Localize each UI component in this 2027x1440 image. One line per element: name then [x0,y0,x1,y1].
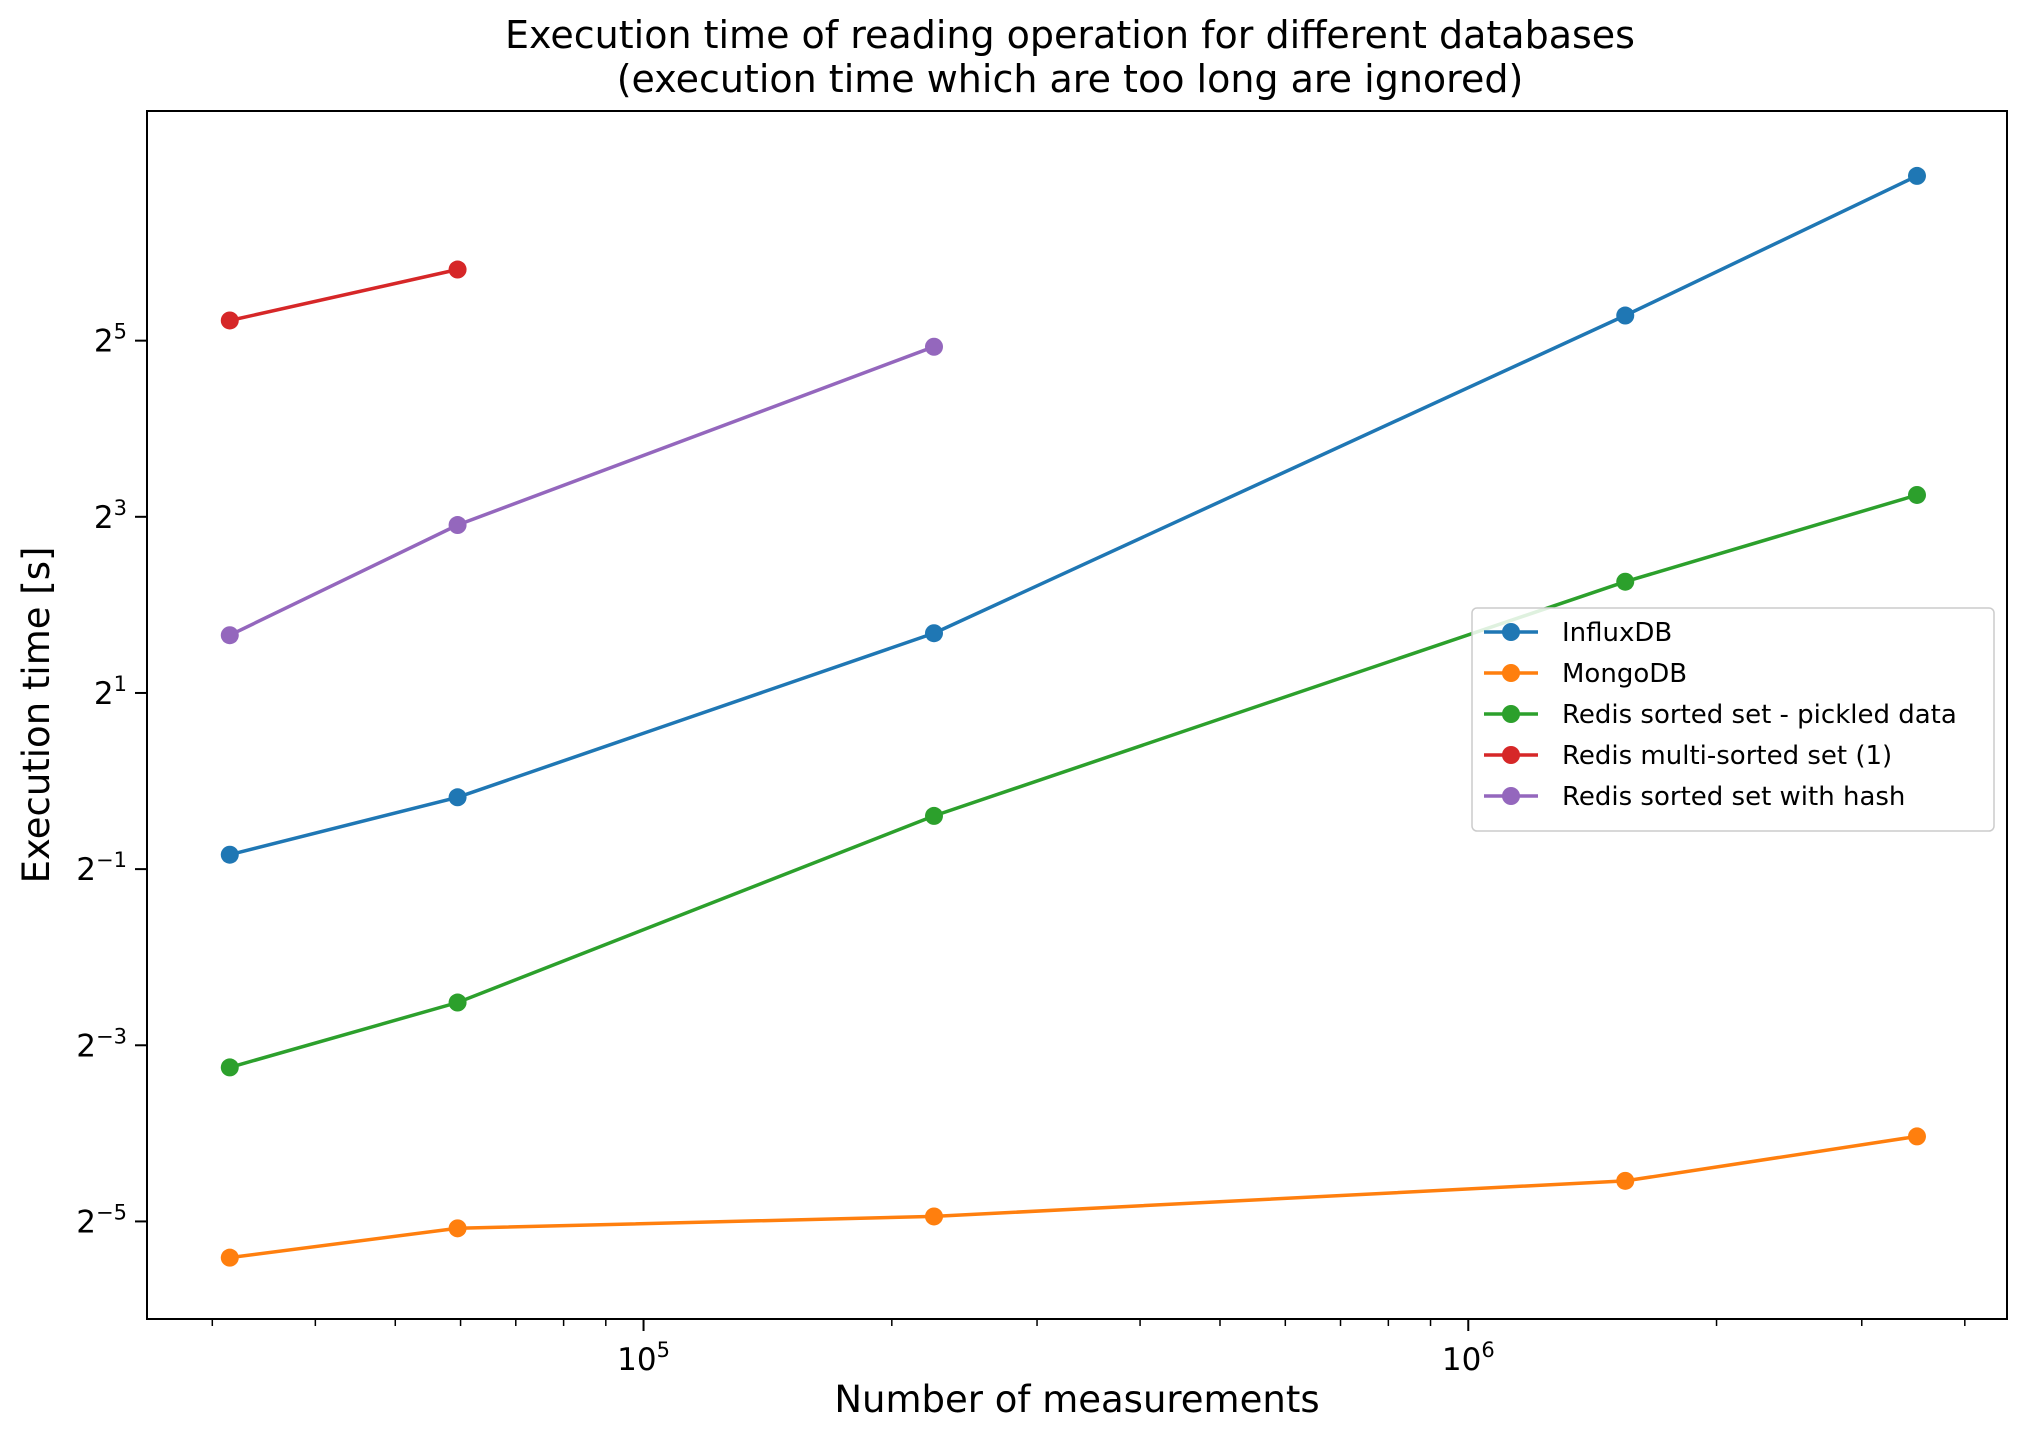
chart-title: Execution time of reading operation for … [505,13,1635,57]
y-tick-label: 2−5 [76,1200,127,1240]
data-point [924,337,943,356]
plot-frame [146,110,2008,1320]
data-point [924,624,943,643]
data-point [924,1207,943,1226]
series-0 [220,166,1926,864]
legend-marker [1502,787,1520,805]
data-point [448,1219,467,1238]
legend-box [1471,607,1995,832]
data-point [220,626,239,645]
legend: InfluxDB MongoDB Redis sorted set - pickle… [1471,607,1995,832]
legend-label: Redis multi-sorted set (1) [1562,741,1892,771]
data-point [448,788,467,807]
x-axis-label: Number of measurements [834,1378,1319,1421]
data-point [220,845,239,864]
data-point [220,311,239,330]
series-layer [220,166,1926,1267]
x-tick-label: 105 [617,1338,670,1378]
data-point [220,1058,239,1077]
y-axis-ticks: 2−5 2−3 2−1 21 23 25 [76,320,147,1240]
data-point [1616,1171,1635,1190]
legend-marker [1502,664,1520,682]
x-tick-label: 106 [1442,1338,1495,1378]
y-tick-label: 2−1 [76,848,127,888]
series-2 [220,485,1926,1077]
series-3 [220,260,467,330]
legend-marker [1502,623,1520,641]
legend-label: Redis sorted set with hash [1562,782,1905,812]
legend-item: Redis sorted set with hash [1484,782,1905,812]
series-4 [220,337,943,645]
data-point [220,1248,239,1267]
y-tick-label: 23 [94,496,127,536]
x-axis-ticks: 105 106 [617,1319,1495,1378]
data-point [1616,572,1635,591]
legend-item: Redis sorted set - pickled data [1484,700,1957,730]
data-point [448,260,467,279]
legend-item: MongoDB [1484,659,1687,689]
legend-item: InfluxDB [1484,618,1672,648]
data-point [1907,1127,1926,1146]
data-point [448,516,467,535]
legend-label: Redis sorted set - pickled data [1562,700,1957,730]
legend-marker [1502,705,1520,723]
y-axis-label: Execution time [s] [15,547,58,884]
data-point [1907,166,1926,185]
series-line [229,267,458,323]
y-tick-label: 21 [94,672,127,712]
data-point [1616,306,1635,325]
data-point [1907,485,1926,504]
legend-marker [1502,746,1520,764]
y-tick-label: 25 [94,320,127,360]
legend-item: Redis multi-sorted set (1) [1484,741,1892,771]
data-point [924,806,943,825]
legend-label: InfluxDB [1562,618,1672,648]
chart-subtitle: (execution time which are too long are i… [617,57,1524,101]
series-1 [220,1127,1926,1267]
y-tick-label: 2−3 [76,1024,127,1064]
x-minor-ticks [211,1319,1966,1326]
data-point [448,993,467,1012]
legend-label: MongoDB [1562,659,1687,689]
